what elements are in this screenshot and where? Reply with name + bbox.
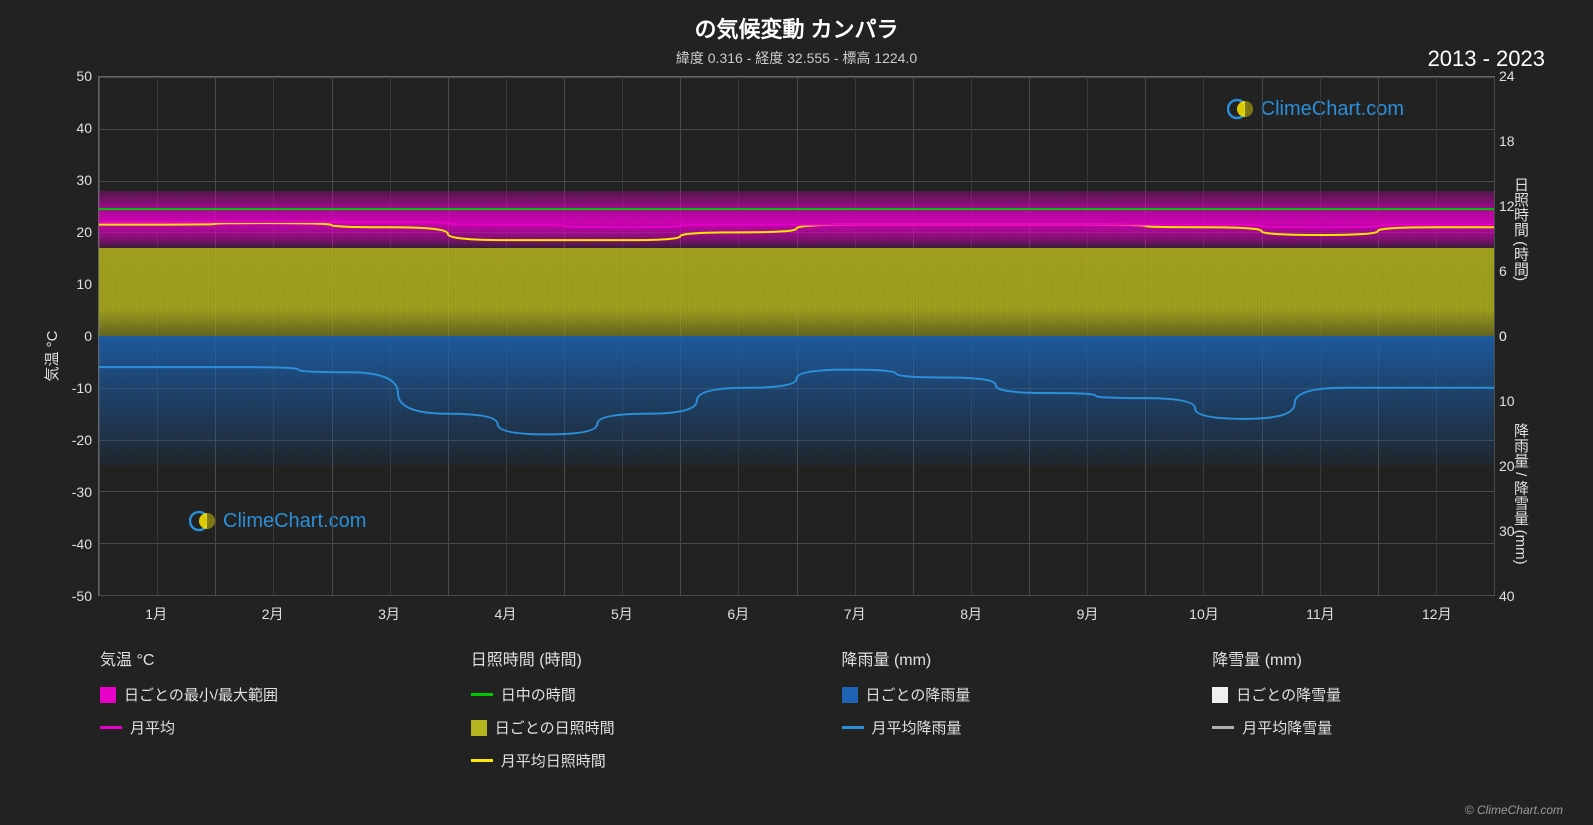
legend-label: 月平均 <box>130 717 175 738</box>
y-axis-right-label-top: 日照時間 (時間) <box>1510 177 1531 281</box>
x-tick: 5月 <box>611 604 633 624</box>
legend-label: 月平均降雪量 <box>1242 717 1332 738</box>
legend-swatch <box>842 726 864 729</box>
legend-swatch <box>842 687 858 703</box>
legend-item: 月平均降雨量 <box>842 717 1163 738</box>
y-tick-right: 10 <box>1499 393 1515 409</box>
legend-item: 日ごとの日照時間 <box>471 717 792 738</box>
logo-icon <box>189 507 217 535</box>
legend-group: 降雨量 (mm) 日ごとの降雨量月平均降雨量 <box>842 646 1163 783</box>
legend-item: 日中の時間 <box>471 684 792 705</box>
y-tick-left: 30 <box>76 172 92 188</box>
legend-group-title: 日照時間 (時間) <box>471 646 792 670</box>
legend-label: 日ごとの最小/最大範囲 <box>124 684 278 705</box>
legend-label: 日ごとの降雨量 <box>866 684 971 705</box>
legend-label: 日ごとの降雪量 <box>1236 684 1341 705</box>
y-tick-left: -40 <box>72 536 92 552</box>
legend-label: 日中の時間 <box>501 684 576 705</box>
legend-group: 降雪量 (mm) 日ごとの降雪量月平均降雪量 <box>1212 646 1533 783</box>
legend-label: 月平均降雨量 <box>872 717 962 738</box>
x-tick: 12月 <box>1422 604 1452 624</box>
chart-area: 50403020100-10-20-30-40-50 気温 °C 2418126… <box>20 76 1573 636</box>
y-tick-left: 0 <box>84 328 92 344</box>
y-tick-left: 20 <box>76 224 92 240</box>
legend-item: 月平均 <box>100 717 421 738</box>
legend-group-title: 気温 °C <box>100 646 421 670</box>
y-tick-right: 0 <box>1499 328 1507 344</box>
legend-item: 日ごとの最小/最大範囲 <box>100 684 421 705</box>
legend-swatch <box>471 759 493 762</box>
y-tick-left: 10 <box>76 276 92 292</box>
y-tick-right: 24 <box>1499 68 1515 84</box>
x-axis: 1月 2月 3月 4月 5月 6月 7月 8月 9月 10月 11月 12月 <box>98 598 1495 636</box>
x-tick: 8月 <box>960 604 982 624</box>
y-axis-left-label: 気温 °C <box>41 331 62 382</box>
footer-credit: © ClimeChart.com <box>1465 803 1563 817</box>
y-axis-right-label-bottom: 降雨量 / 降雪量 (mm) <box>1510 423 1531 565</box>
y-tick-left: -30 <box>72 484 92 500</box>
legend-swatch <box>100 687 116 703</box>
y-tick-left: -50 <box>72 588 92 604</box>
y-tick-right: 6 <box>1499 263 1507 279</box>
watermark-text: ClimeChart.com <box>223 510 366 533</box>
legend-group-title: 降雪量 (mm) <box>1212 646 1533 670</box>
x-tick: 7月 <box>844 604 866 624</box>
y-tick-right: 40 <box>1499 588 1515 604</box>
legend: 気温 °C 日ごとの最小/最大範囲月平均 日照時間 (時間) 日中の時間日ごとの日照時… <box>20 646 1573 783</box>
x-tick: 9月 <box>1077 604 1099 624</box>
y-tick-right: 18 <box>1499 133 1515 149</box>
y-tick-left: 40 <box>76 120 92 136</box>
legend-group-title: 降雨量 (mm) <box>842 646 1163 670</box>
y-tick-left: -20 <box>72 432 92 448</box>
legend-item: 月平均降雪量 <box>1212 717 1533 738</box>
legend-swatch <box>1212 687 1228 703</box>
x-tick: 2月 <box>262 604 284 624</box>
legend-item: 日ごとの降雨量 <box>842 684 1163 705</box>
y-tick-left: -10 <box>72 380 92 396</box>
chart-subtitle: 緯度 0.316 - 経度 32.555 - 標高 1224.0 <box>20 48 1573 68</box>
legend-group: 気温 °C 日ごとの最小/最大範囲月平均 <box>100 646 421 783</box>
chart-title: の気候変動 カンパラ <box>20 12 1573 44</box>
legend-swatch <box>1212 726 1234 729</box>
y-tick-left: 50 <box>76 68 92 84</box>
logo-icon <box>1227 95 1255 123</box>
x-tick: 1月 <box>145 604 167 624</box>
chart-container: の気候変動 カンパラ 緯度 0.316 - 経度 32.555 - 標高 122… <box>0 0 1593 825</box>
legend-group: 日照時間 (時間) 日中の時間日ごとの日照時間月平均日照時間 <box>471 646 792 783</box>
year-range: 2013 - 2023 <box>1428 46 1545 72</box>
legend-item: 日ごとの降雪量 <box>1212 684 1533 705</box>
x-tick: 11月 <box>1306 604 1335 624</box>
x-tick: 10月 <box>1189 604 1219 624</box>
legend-label: 月平均日照時間 <box>501 750 606 771</box>
legend-item: 月平均日照時間 <box>471 750 792 771</box>
legend-label: 日ごとの日照時間 <box>495 717 615 738</box>
x-tick: 6月 <box>727 604 749 624</box>
plot-area: ClimeChart.com ClimeChart.com <box>98 76 1495 596</box>
legend-swatch <box>471 720 487 736</box>
watermark-text: ClimeChart.com <box>1261 98 1404 121</box>
legend-swatch <box>100 726 122 729</box>
legend-swatch <box>471 693 493 696</box>
x-tick: 4月 <box>495 604 517 624</box>
x-tick: 3月 <box>378 604 400 624</box>
